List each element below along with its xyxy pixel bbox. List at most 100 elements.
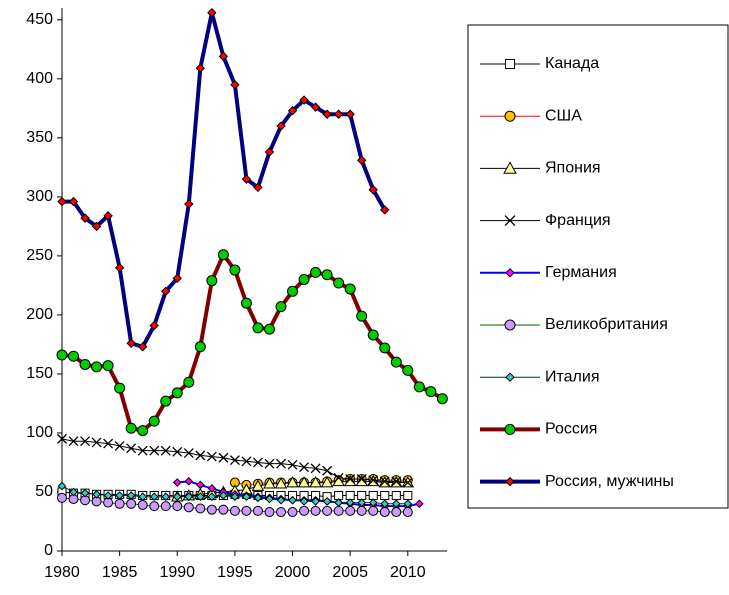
marker [207,8,217,18]
marker [252,505,263,516]
marker [184,477,194,486]
marker [310,505,321,516]
marker [149,320,159,331]
marker [195,503,206,514]
marker [149,445,160,456]
marker [310,102,321,112]
marker [137,499,148,510]
marker [79,358,91,370]
marker [368,475,379,486]
marker [241,456,252,467]
marker [368,498,378,507]
marker [172,492,182,502]
marker [148,415,160,427]
marker [402,364,414,376]
marker [126,338,136,348]
marker [379,507,390,518]
marker [102,360,114,372]
x-tick-label: 1980 [44,564,80,581]
marker [80,213,90,223]
marker [230,80,240,90]
legend-label: Япония [545,160,601,177]
marker [103,491,113,500]
marker [126,498,137,509]
marker [103,211,113,221]
marker [368,505,379,516]
marker [505,476,515,487]
marker [219,491,228,500]
marker [287,285,299,297]
marker [333,505,344,516]
marker [287,459,298,470]
marker [230,492,240,502]
marker [321,269,333,281]
marker [333,109,344,119]
series-line [234,478,408,486]
x-tick-label: 1985 [102,564,138,581]
marker [183,376,195,388]
marker [504,423,516,435]
marker [160,395,172,407]
marker [505,268,515,278]
marker [380,490,390,501]
marker [229,505,240,516]
marker [149,501,160,512]
marker [57,196,67,207]
marker [425,386,437,398]
marker [276,507,287,518]
marker [379,476,390,487]
marker [149,492,159,502]
marker [264,458,275,469]
x-tick-label: 2005 [332,564,368,581]
marker [356,155,367,165]
x-tick-label: 1995 [217,564,253,581]
marker [287,105,298,116]
marker [161,286,171,297]
marker [80,436,91,447]
marker [218,452,229,463]
marker [240,297,252,309]
marker [160,445,171,456]
marker [320,476,334,488]
marker [56,349,68,361]
marker [367,329,379,341]
y-tick-label: 50 [35,483,53,500]
marker [310,463,321,474]
y-tick-label: 450 [26,11,53,28]
y-tick-label: 400 [26,70,53,87]
series-line [177,480,420,508]
marker [194,341,206,353]
marker [263,323,275,335]
marker [357,498,367,507]
marker [297,476,311,488]
marker [275,301,287,313]
legend-label: Италия [545,368,599,385]
marker [172,446,183,457]
marker [345,474,356,484]
marker [322,109,332,119]
marker [415,499,424,509]
marker [402,507,413,518]
marker [288,495,297,505]
x-tick-label: 2010 [390,564,426,581]
marker [505,372,515,382]
marker [390,356,402,368]
marker [206,504,217,515]
marker [345,505,356,516]
marker [436,393,448,405]
marker [265,494,274,504]
marker [356,474,367,484]
marker [126,491,136,500]
marker [322,497,332,506]
marker [218,51,229,62]
marker [91,437,102,448]
marker [172,273,182,284]
legend-label: Великобритания [545,316,668,333]
marker [345,109,355,119]
marker [196,492,205,502]
marker [264,507,275,518]
marker [391,490,401,501]
marker [287,507,298,518]
marker [345,498,355,507]
marker [504,110,516,122]
